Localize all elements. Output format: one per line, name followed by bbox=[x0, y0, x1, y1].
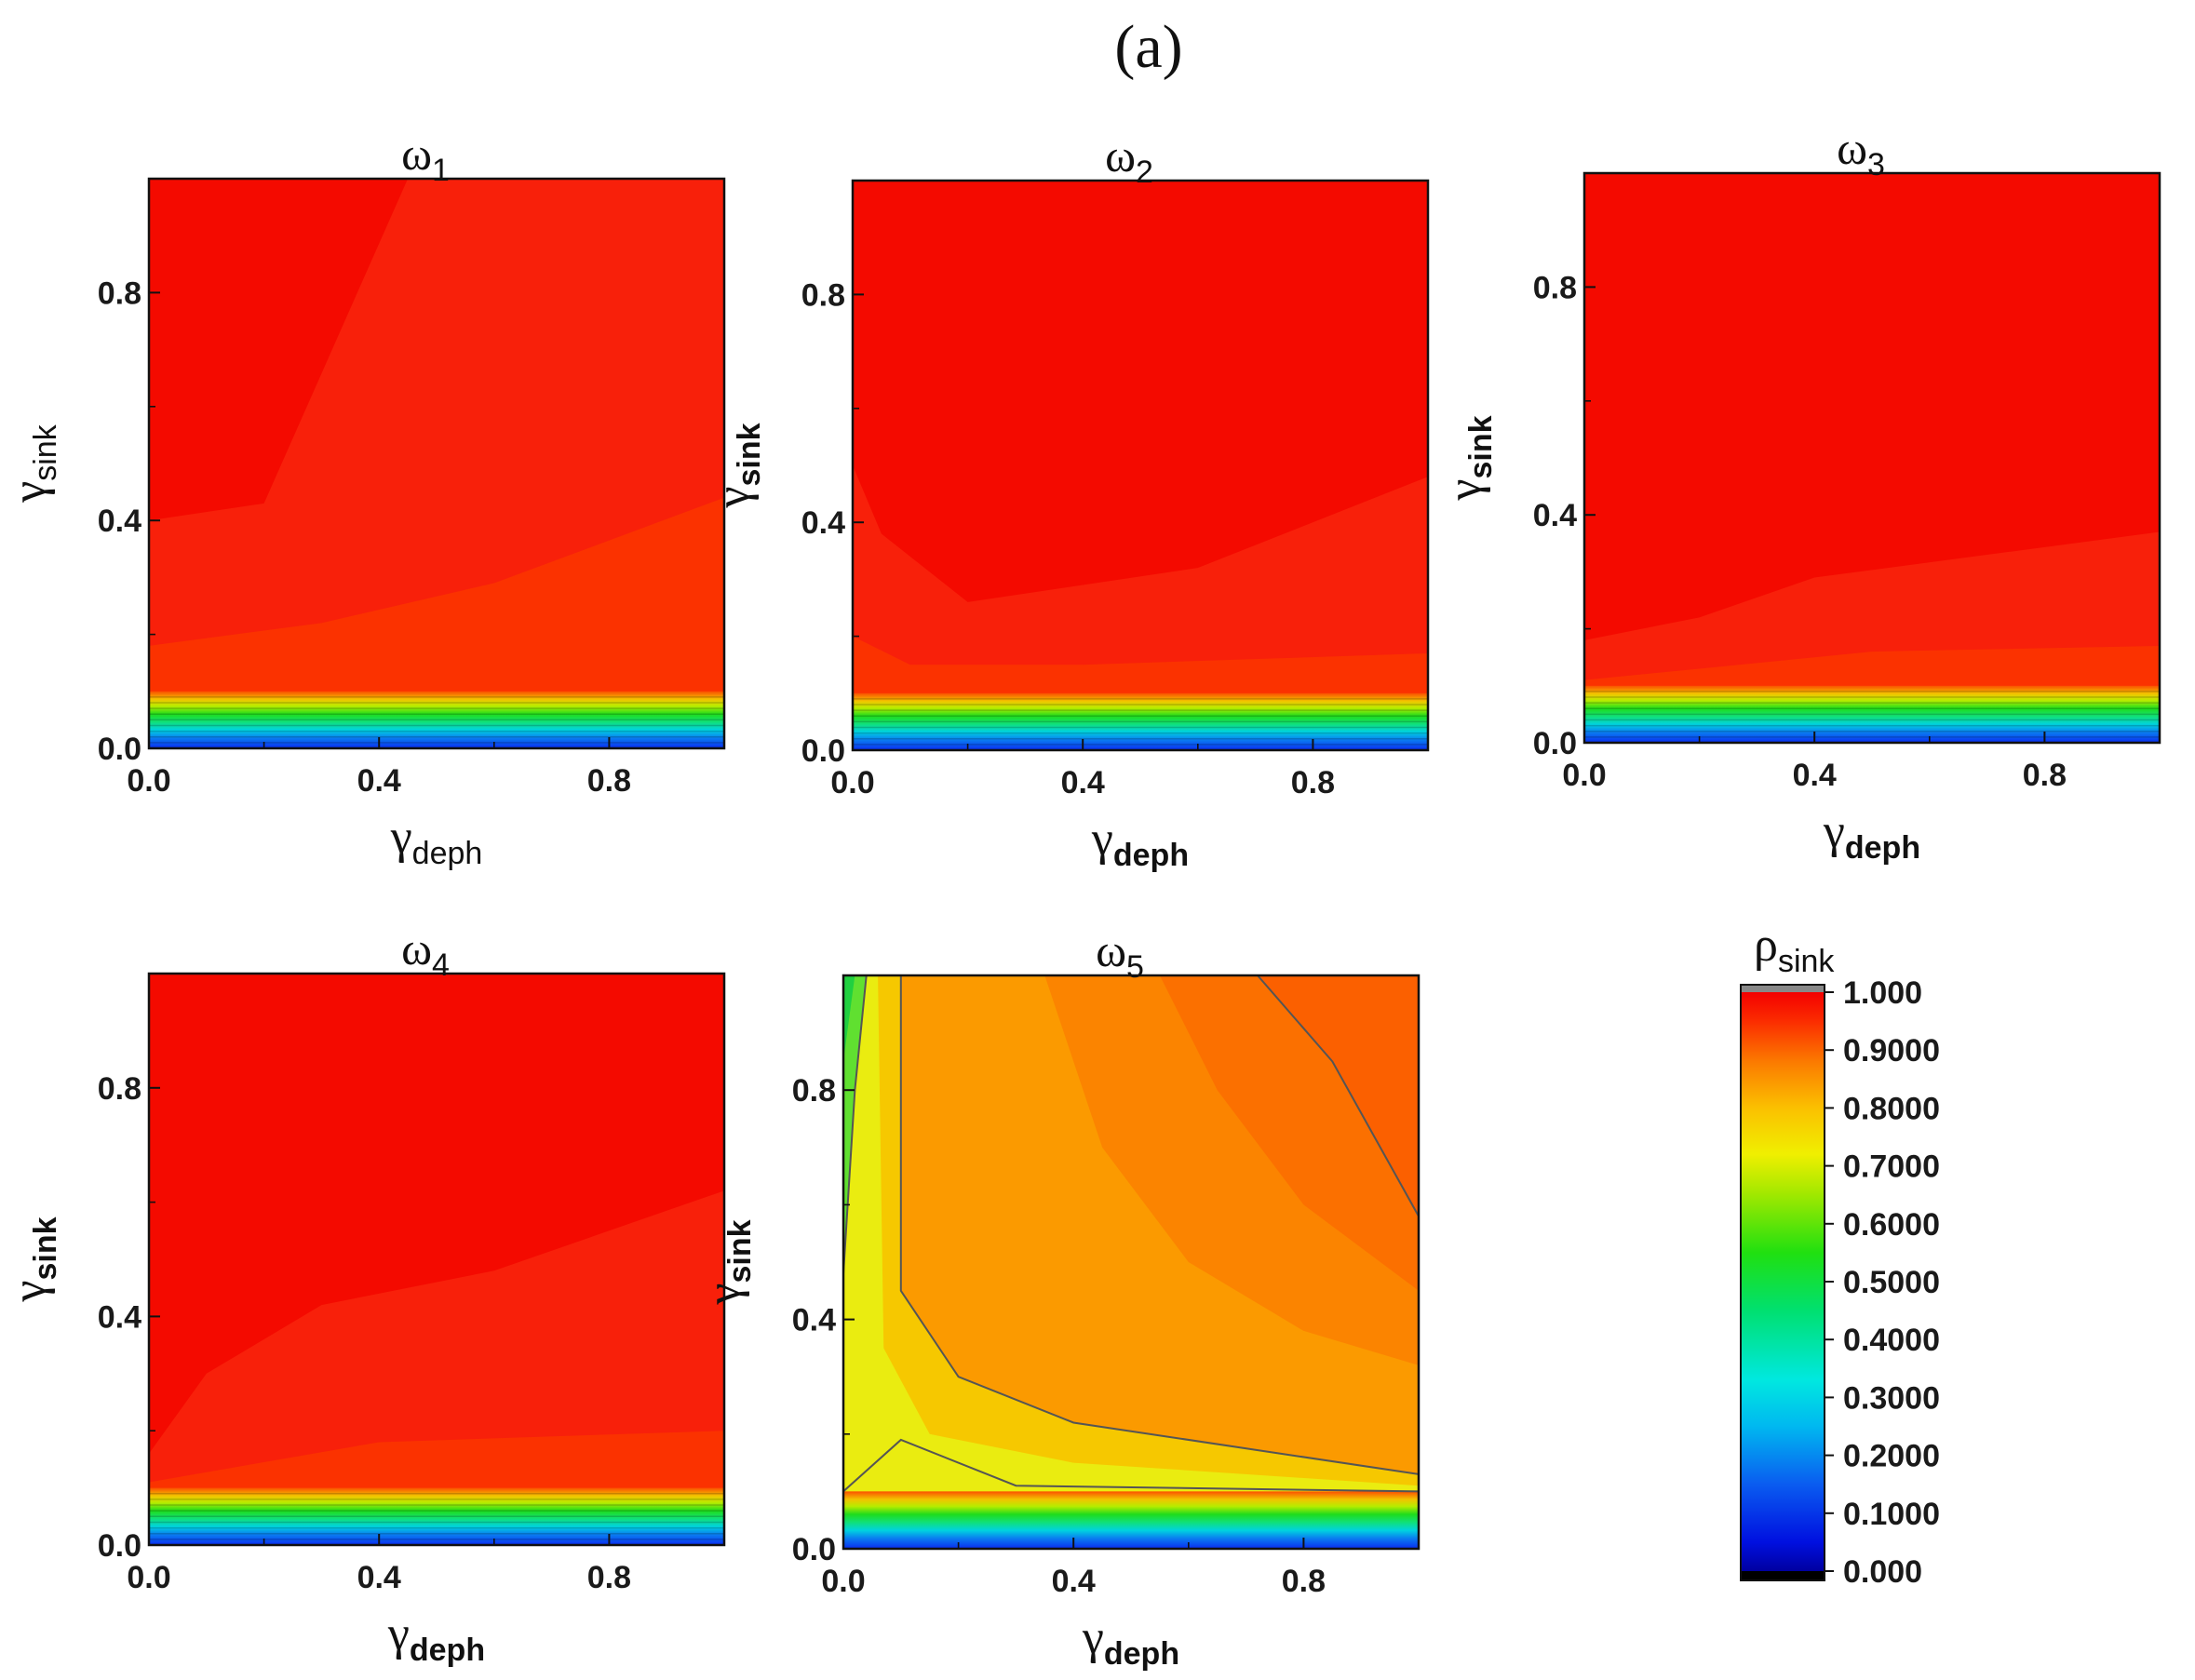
y-axis-label: γsink bbox=[3, 1216, 63, 1302]
heatmap-field bbox=[149, 179, 724, 748]
contour-line bbox=[843, 975, 868, 1274]
y-tick-label: 0.8 bbox=[1533, 270, 1577, 305]
contour-line bbox=[843, 1438, 1419, 1493]
plot-frame bbox=[851, 179, 1430, 752]
x-axis-label: γdeph bbox=[390, 811, 483, 871]
x-tick-label: 0.4 bbox=[1052, 1564, 1096, 1599]
region-low bbox=[149, 691, 724, 748]
x-tick-label: 0.0 bbox=[127, 1560, 170, 1595]
colorbar-tick-label: 0.5000 bbox=[1843, 1265, 1940, 1300]
colorbar-gradient bbox=[1741, 992, 1825, 1571]
heatmap-field bbox=[1584, 173, 2160, 743]
colorbar-tick-label: 0.2000 bbox=[1843, 1439, 1940, 1474]
x-tick-label: 0.8 bbox=[2023, 758, 2067, 793]
region-low bbox=[1584, 685, 2160, 743]
x-tick-label: 0.4 bbox=[1061, 765, 1105, 800]
colorbar-under bbox=[1741, 1571, 1825, 1580]
y-axis-label: γsink bbox=[3, 423, 63, 503]
colorbar-tick-label: 0.9000 bbox=[1843, 1033, 1940, 1068]
x-tick-label: 0.0 bbox=[1562, 758, 1606, 793]
x-tick-label: 0.0 bbox=[830, 765, 874, 800]
y-tick-label: 0.0 bbox=[1533, 726, 1577, 761]
colorbar-tick-label: 0.1000 bbox=[1843, 1497, 1940, 1532]
y-tick-label: 0.4 bbox=[98, 504, 141, 539]
colorbar-tick-label: 0.3000 bbox=[1843, 1380, 1940, 1416]
x-axis-label: γdeph bbox=[1091, 813, 1189, 873]
x-tick-label: 0.4 bbox=[357, 1560, 401, 1595]
contour-line bbox=[899, 975, 1419, 1475]
colorbar-tick-label: 0.4000 bbox=[1843, 1323, 1940, 1358]
x-tick-label: 0.8 bbox=[587, 1560, 631, 1595]
panel-title: ω5 bbox=[1096, 924, 1144, 985]
contour-band bbox=[149, 497, 724, 748]
y-axis-label: γsink bbox=[1438, 415, 1499, 501]
colorbar-tick-label: 0.8000 bbox=[1843, 1091, 1940, 1126]
figure-label: (a) bbox=[1114, 13, 1182, 81]
x-axis-label: γdeph bbox=[1082, 1611, 1179, 1672]
y-tick-label: 0.4 bbox=[98, 1299, 141, 1335]
region-green-dark bbox=[843, 975, 855, 1062]
heatmap-field bbox=[843, 975, 1419, 1549]
panel-4: 0.00.0 0.4 0.4 0.8 0.8 ω4 γdeph γsink bbox=[3, 922, 726, 1668]
x-tick-label: 0.8 bbox=[1291, 765, 1335, 800]
y-tick-label: 0.4 bbox=[801, 505, 845, 541]
y-tick-label: 0.0 bbox=[801, 733, 845, 769]
colorbar: 1.000 0.9000 0.8000 0.7000 0.6000 0.5000 0.400… bbox=[1740, 919, 1940, 1590]
plot-frame bbox=[842, 974, 1421, 1551]
panel-3: 0.00.0 0.4 0.4 0.8 0.8 ω3 γdeph γsink bbox=[1438, 122, 2161, 866]
panel-title: ω3 bbox=[1837, 122, 1885, 182]
panel-title: ω2 bbox=[1105, 129, 1153, 190]
panel-1: 0.00.0 0.4 0.4 0.8 0.8 ω1 γdeph γsink bbox=[3, 128, 726, 871]
region-low bbox=[149, 1487, 724, 1545]
panel-title: ω4 bbox=[401, 922, 450, 983]
y-tick-label: 0.0 bbox=[98, 732, 141, 767]
x-tick-label: 0.0 bbox=[821, 1564, 865, 1599]
y-tick-label: 0.8 bbox=[792, 1073, 836, 1109]
colorbar-tick-label: 0.6000 bbox=[1843, 1207, 1940, 1243]
y-tick-label: 0.0 bbox=[792, 1532, 836, 1567]
y-tick-label: 0.8 bbox=[98, 276, 141, 311]
y-tick-label: 0.4 bbox=[792, 1303, 836, 1338]
x-tick-label: 0.4 bbox=[357, 763, 401, 799]
heatmap-field bbox=[149, 974, 724, 1545]
colorbar-over bbox=[1741, 985, 1825, 994]
x-axis-label: γdeph bbox=[387, 1607, 485, 1668]
y-tick-label: 0.4 bbox=[1533, 498, 1577, 533]
colorbar-label: ρsink bbox=[1754, 919, 1835, 979]
contour-line bbox=[1257, 975, 1419, 1217]
x-tick-label: 0.8 bbox=[1282, 1564, 1326, 1599]
y-tick-label: 0.0 bbox=[98, 1528, 141, 1564]
heatmap-field bbox=[853, 181, 1428, 750]
x-tick-label: 0.4 bbox=[1793, 758, 1837, 793]
colorbar-tick-label: 0.000 bbox=[1843, 1554, 1922, 1590]
region-low bbox=[843, 1491, 1419, 1549]
plot-frame bbox=[147, 972, 726, 1547]
plot-frame bbox=[1582, 171, 2161, 745]
x-axis-label: γdeph bbox=[1823, 805, 1920, 866]
region-green bbox=[843, 975, 867, 1274]
region-low bbox=[853, 692, 1428, 750]
plot-frame bbox=[147, 177, 726, 750]
y-tick-label: 0.8 bbox=[98, 1071, 141, 1107]
panel-title: ω1 bbox=[401, 128, 450, 188]
colorbar-tick-label: 1.000 bbox=[1843, 975, 1922, 1011]
x-tick-label: 0.0 bbox=[127, 763, 170, 799]
y-tick-label: 0.8 bbox=[801, 277, 845, 313]
colorbar-tick-label: 0.7000 bbox=[1843, 1149, 1940, 1185]
contour-band bbox=[1257, 975, 1419, 1216]
x-tick-label: 0.8 bbox=[587, 763, 631, 799]
